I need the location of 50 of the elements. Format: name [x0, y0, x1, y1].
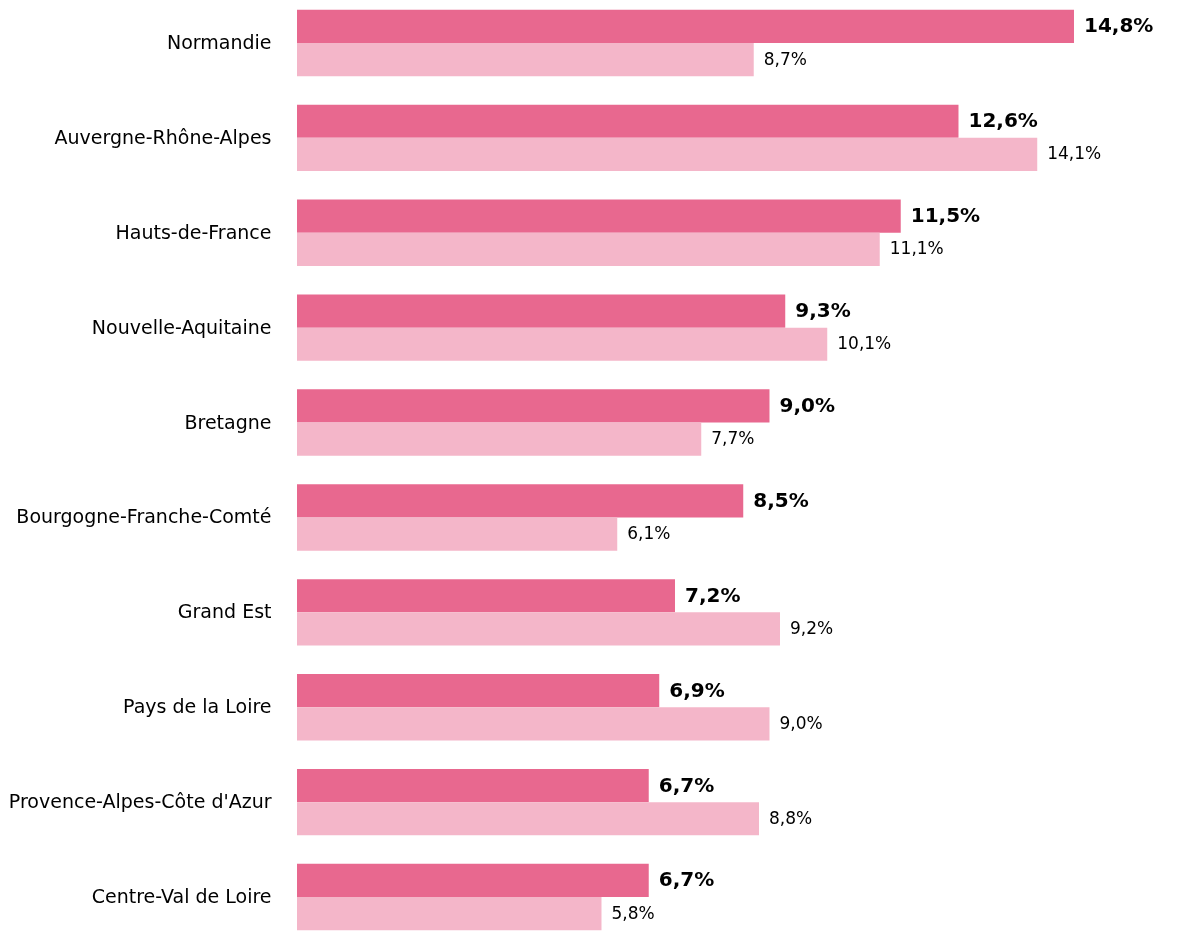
- data-label: 12,6%: [968, 108, 1038, 133]
- bar: [297, 137, 1038, 172]
- data-label: 10,1%: [837, 333, 892, 354]
- data-label: 6,1%: [627, 523, 671, 544]
- bar: [297, 897, 602, 931]
- bar: [297, 863, 649, 898]
- bar: [297, 9, 1074, 43]
- data-label: 9,0%: [779, 392, 835, 417]
- bar: [297, 42, 754, 77]
- data-label: 9,2%: [789, 617, 834, 638]
- data-label: 6,7%: [658, 867, 715, 892]
- data-label: 6,7%: [658, 772, 715, 797]
- y-tick-label: Provence-Alpes-Côte d'Azur: [8, 790, 272, 813]
- y-tick-label: Nouvelle-Aquitaine: [91, 315, 272, 338]
- data-label: 11,1%: [889, 238, 944, 259]
- data-label: 8,5%: [753, 487, 809, 512]
- data-label: 9,3%: [795, 298, 851, 323]
- bar: [297, 517, 618, 551]
- bar: [297, 579, 675, 613]
- bar: [297, 422, 702, 456]
- data-label: 8,7%: [763, 48, 807, 69]
- y-tick-label: Bourgogne-Franche-Comté: [16, 505, 272, 528]
- data-label: 9,0%: [779, 712, 823, 733]
- bar: [297, 707, 770, 741]
- y-tick-label: Hauts-de-France: [115, 220, 272, 243]
- data-label: 6,9%: [669, 677, 725, 702]
- data-label: 11,5%: [910, 203, 981, 228]
- bar: [297, 199, 901, 233]
- bar: [297, 768, 649, 803]
- bar: [297, 104, 959, 138]
- data-label: 5,8%: [611, 902, 655, 923]
- y-tick-label: Auvergne-Rhône-Alpes: [54, 125, 272, 148]
- bar: [297, 389, 770, 423]
- bar: [297, 232, 880, 266]
- bar: [297, 294, 786, 328]
- y-tick-label: Centre-Val de Loire: [91, 885, 272, 908]
- y-tick-label: Pays de la Loire: [123, 695, 272, 718]
- data-label: 8,8%: [768, 807, 813, 828]
- bar: [297, 484, 744, 518]
- bar: [297, 802, 759, 836]
- bar: [297, 327, 828, 361]
- data-label: 14,8%: [1083, 13, 1154, 38]
- data-label: 7,7%: [711, 428, 755, 449]
- data-label: 14,1%: [1047, 143, 1102, 164]
- bar: [297, 674, 660, 708]
- y-tick-label: Normandie: [166, 30, 272, 53]
- bar: [297, 612, 780, 646]
- data-label: 7,2%: [685, 582, 741, 607]
- y-tick-label: Bretagne: [184, 410, 272, 433]
- y-tick-label: Grand Est: [177, 600, 272, 623]
